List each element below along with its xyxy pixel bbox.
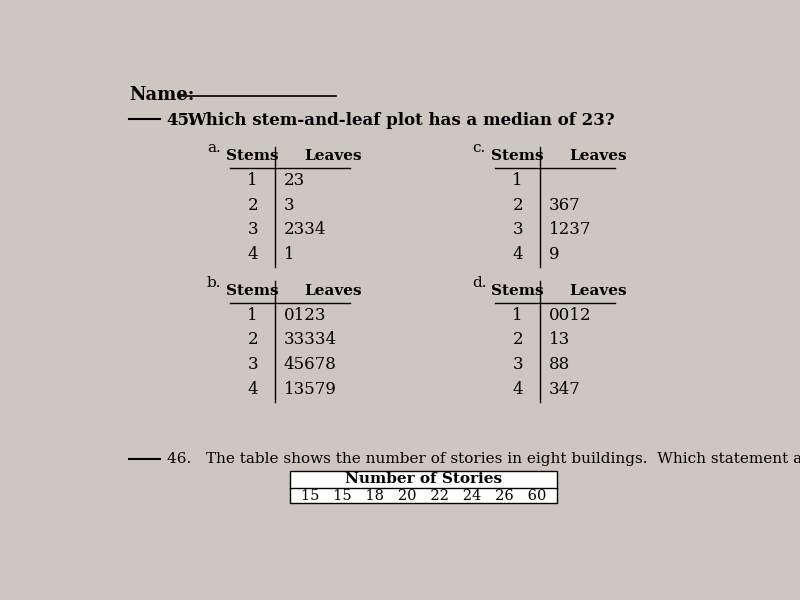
Text: 347: 347 (549, 381, 581, 398)
Text: 2334: 2334 (284, 221, 326, 238)
Text: Stems: Stems (226, 149, 279, 163)
Text: Stems: Stems (491, 149, 544, 163)
Text: 1: 1 (513, 307, 523, 324)
Text: 1: 1 (284, 246, 294, 263)
Text: Name:: Name: (130, 86, 195, 104)
Text: Leaves: Leaves (305, 149, 362, 163)
Text: c.: c. (472, 141, 486, 155)
Bar (290, 471, 558, 503)
Text: 0123: 0123 (284, 307, 326, 324)
Text: 3: 3 (284, 197, 294, 214)
Text: Stems: Stems (226, 284, 279, 298)
Text: 9: 9 (549, 246, 559, 263)
Text: 13: 13 (549, 331, 570, 349)
Text: 45.: 45. (166, 112, 195, 129)
Text: 3: 3 (513, 356, 523, 373)
Text: 4: 4 (247, 246, 258, 263)
Text: 0012: 0012 (549, 307, 591, 324)
Text: 13579: 13579 (284, 381, 337, 398)
Text: b.: b. (207, 276, 222, 290)
Text: 4: 4 (513, 381, 523, 398)
Text: 1237: 1237 (549, 221, 591, 238)
Text: Which stem-and-leaf plot has a median of 23?: Which stem-and-leaf plot has a median of… (187, 112, 614, 129)
Text: Number of Stories: Number of Stories (345, 472, 502, 487)
Text: 2: 2 (247, 331, 258, 349)
Text: 15   15   18   20   22   24   26   60: 15 15 18 20 22 24 26 60 (301, 488, 546, 503)
Text: 2: 2 (247, 197, 258, 214)
Text: 1: 1 (247, 307, 258, 324)
Text: 3: 3 (513, 221, 523, 238)
Text: 33334: 33334 (284, 331, 337, 349)
Text: 45678: 45678 (284, 356, 337, 373)
Text: 3: 3 (247, 356, 258, 373)
Text: 4: 4 (513, 246, 523, 263)
Text: 4: 4 (247, 381, 258, 398)
Text: a.: a. (207, 141, 221, 155)
Text: d.: d. (472, 276, 486, 290)
Text: 46.   The table shows the number of stories in eight buildings.  Which statement: 46. The table shows the number of storie… (166, 452, 800, 466)
Text: Stems: Stems (491, 284, 544, 298)
Text: 2: 2 (513, 197, 523, 214)
Text: Leaves: Leaves (570, 149, 627, 163)
Text: 1: 1 (513, 172, 523, 189)
Text: Leaves: Leaves (570, 284, 627, 298)
Text: 3: 3 (247, 221, 258, 238)
Text: 2: 2 (513, 331, 523, 349)
Text: Leaves: Leaves (305, 284, 362, 298)
Text: 88: 88 (549, 356, 570, 373)
Text: 367: 367 (549, 197, 581, 214)
Text: 23: 23 (284, 172, 305, 189)
Text: 1: 1 (247, 172, 258, 189)
